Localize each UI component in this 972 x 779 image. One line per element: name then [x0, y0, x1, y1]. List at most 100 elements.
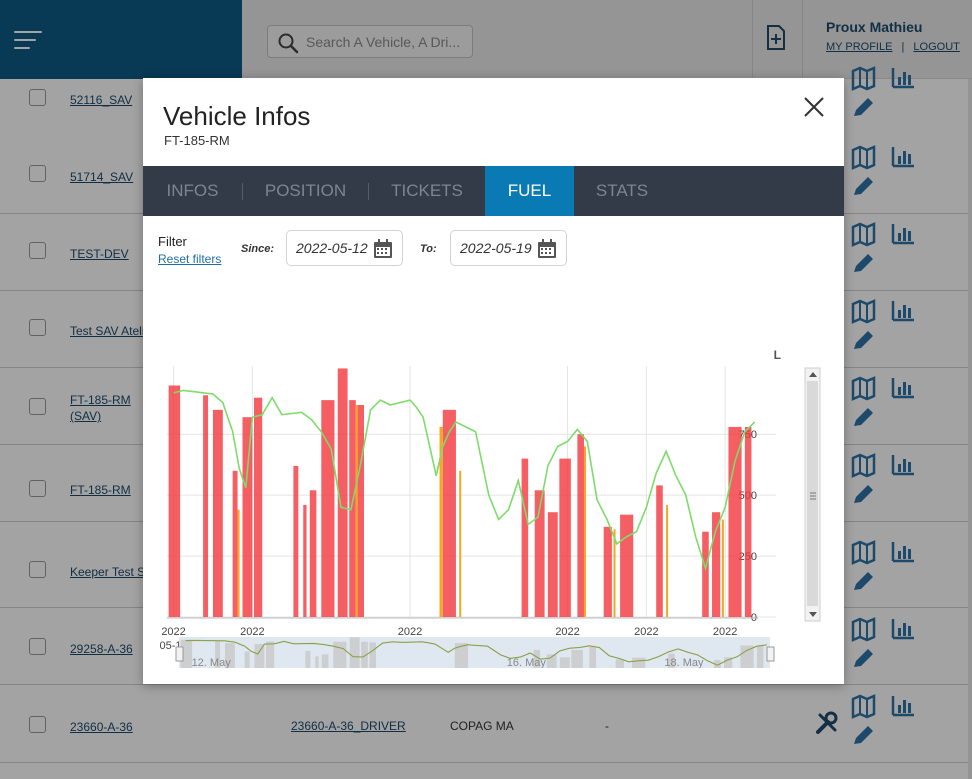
row-action-icons — [851, 540, 914, 590]
hamburger-menu-icon[interactable] — [14, 31, 42, 51]
row-checkbox[interactable] — [29, 165, 46, 182]
vehicle-link[interactable]: FT-185-RM — [70, 483, 131, 497]
close-icon[interactable] — [803, 96, 825, 118]
bar-chart-icon[interactable] — [891, 147, 914, 168]
x-tick-year: 2022 — [555, 626, 579, 638]
fuel-chart[interactable]: 0250500750L202205-12202205-13202205-1520… — [143, 258, 844, 668]
add-document-icon[interactable] — [766, 25, 786, 56]
link-separator: | — [901, 41, 905, 53]
engine-on-band — [237, 509, 240, 617]
map-icon[interactable] — [851, 694, 876, 719]
pencil-icon[interactable] — [854, 177, 873, 195]
vehicle-link[interactable]: 23660-A-36 — [70, 720, 133, 734]
modal-subtitle: FT-185-RM — [164, 133, 230, 148]
navigator-moving-band — [215, 641, 221, 668]
tab-tickets[interactable]: TICKETS — [391, 181, 463, 200]
to-date-input[interactable] — [460, 239, 540, 257]
pencil-icon[interactable] — [854, 649, 873, 667]
navigator-moving-band — [546, 654, 557, 668]
bar-chart-icon[interactable] — [891, 68, 914, 89]
driver-link[interactable]: 23660-A-36_DRIVER — [291, 719, 406, 733]
vehicle-moving-band — [521, 458, 529, 617]
bar-chart-icon[interactable] — [891, 378, 914, 399]
search-input[interactable] — [306, 32, 466, 52]
logout-link[interactable]: LOGOUT — [913, 41, 960, 53]
to-date-field[interactable] — [450, 230, 567, 266]
scroll-down-arrow-icon — [809, 612, 817, 617]
vehicle-moving-band — [744, 426, 752, 617]
pencil-icon[interactable] — [854, 408, 873, 426]
navigator-moving-band — [724, 657, 733, 668]
vehicle-link[interactable]: 51714_SAV — [70, 170, 134, 184]
vehicle-moving-band — [603, 526, 612, 617]
row-checkbox[interactable] — [29, 242, 46, 259]
vehicle-link[interactable]: FT-185-RM (SAV) — [70, 392, 131, 424]
vehicle-link[interactable]: TEST-DEV — [70, 247, 129, 261]
x-tick-year: 2022 — [713, 626, 737, 638]
calendar-icon[interactable] — [373, 239, 393, 259]
tab-infos[interactable]: INFOS — [166, 181, 219, 200]
bar-chart-icon[interactable] — [891, 542, 914, 563]
bar-chart-icon[interactable] — [891, 455, 914, 476]
navigator-date-label: 12. May — [192, 657, 232, 668]
navigator-moving-band — [740, 645, 754, 668]
header-divider — [752, 0, 753, 79]
reset-filters-link[interactable]: Reset filters — [158, 252, 222, 266]
map-icon[interactable] — [851, 453, 876, 478]
pencil-icon[interactable] — [854, 485, 873, 503]
row-checkbox[interactable] — [29, 89, 46, 106]
row-checkbox[interactable] — [29, 319, 46, 336]
page-scrollbar[interactable] — [968, 79, 972, 779]
row-checkbox[interactable] — [29, 561, 46, 578]
map-icon[interactable] — [851, 299, 876, 324]
bar-chart-icon[interactable] — [891, 696, 914, 717]
navigator-moving-band — [632, 657, 646, 668]
row-action-icons — [851, 694, 914, 744]
since-date-field[interactable] — [286, 230, 403, 266]
vehicle-link[interactable]: 29258-A-36 — [70, 642, 133, 656]
vehicle-moving-band — [303, 504, 307, 617]
map-icon[interactable] — [851, 145, 876, 170]
vehicle-moving-band — [702, 531, 709, 617]
vehicle-link[interactable]: Test SAV Ateli — [70, 324, 145, 338]
row-checkbox[interactable] — [29, 398, 46, 415]
row-checkbox[interactable] — [29, 716, 46, 733]
row-action-icons — [851, 222, 914, 272]
search-box[interactable] — [267, 25, 473, 58]
navigator-moving-band — [361, 641, 368, 668]
vehicle-link-line2: (SAV) — [70, 409, 102, 423]
map-icon[interactable] — [851, 66, 876, 91]
map-icon[interactable] — [851, 617, 876, 642]
wrench-screwdriver-icon[interactable] — [814, 710, 840, 736]
calendar-icon[interactable] — [537, 239, 557, 259]
pencil-icon[interactable] — [854, 98, 873, 116]
table-row — [0, 765, 972, 779]
navigator-right-handle — [766, 646, 775, 662]
bar-chart-icon[interactable] — [891, 619, 914, 640]
pencil-icon[interactable] — [854, 572, 873, 590]
tab-stats[interactable]: STATS — [595, 181, 649, 200]
bar-chart-icon[interactable] — [891, 301, 914, 322]
range-navigator[interactable]: 12. May 16. May 18. May — [168, 637, 785, 668]
pencil-icon[interactable] — [854, 726, 873, 744]
pencil-icon[interactable] — [854, 254, 873, 272]
bar-chart-icon[interactable] — [891, 224, 914, 245]
tab-fuel[interactable]: FUEL — [485, 166, 574, 216]
map-icon[interactable] — [851, 540, 876, 565]
vehicle-link[interactable]: Keeper Test S — [70, 565, 146, 579]
map-icon[interactable] — [851, 376, 876, 401]
my-profile-link[interactable]: MY PROFILE — [826, 41, 893, 53]
map-icon[interactable] — [851, 222, 876, 247]
since-date-input[interactable] — [296, 239, 376, 257]
user-name: Proux Mathieu — [826, 19, 923, 35]
vehicle-moving-band — [728, 426, 742, 617]
navigator-moving-band — [589, 646, 596, 668]
navigator-left-handle — [175, 646, 184, 662]
vehicle-moving-band — [442, 409, 456, 617]
row-checkbox[interactable] — [29, 480, 46, 497]
vehicle-link[interactable]: 52116_SAV — [70, 93, 133, 107]
row-checkbox[interactable] — [29, 638, 46, 655]
row-action-icons — [851, 299, 914, 349]
tab-position[interactable]: POSITION — [264, 181, 347, 200]
pencil-icon[interactable] — [854, 331, 873, 349]
